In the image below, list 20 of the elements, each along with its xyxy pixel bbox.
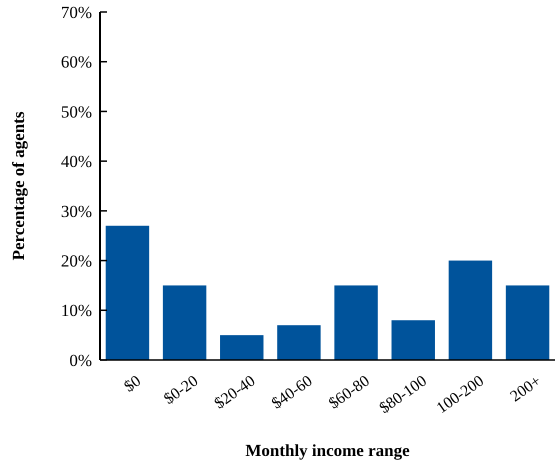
y-tick-label: 30%	[60, 202, 92, 221]
y-tick-label: 50%	[60, 102, 92, 122]
x-tick-label: $0	[121, 372, 144, 396]
y-tick-label: 40%	[60, 152, 92, 172]
bar	[334, 285, 378, 360]
y-tick-label: 0%	[69, 350, 92, 370]
y-tick-label: 20%	[60, 252, 92, 271]
bar	[448, 260, 492, 360]
y-tick-label: 10%	[60, 301, 92, 320]
bar	[506, 285, 550, 360]
bar	[392, 320, 435, 360]
x-axis-title: Monthly income range	[245, 441, 410, 460]
bar	[220, 335, 264, 360]
bar	[162, 285, 206, 360]
y-tick-label: 60%	[60, 52, 92, 72]
bar	[106, 226, 150, 360]
y-axis-title: Percentage of agents	[9, 111, 28, 260]
x-tick-label: 200+	[507, 372, 544, 406]
y-tick-label: 70%	[60, 2, 92, 22]
bar	[277, 325, 321, 360]
